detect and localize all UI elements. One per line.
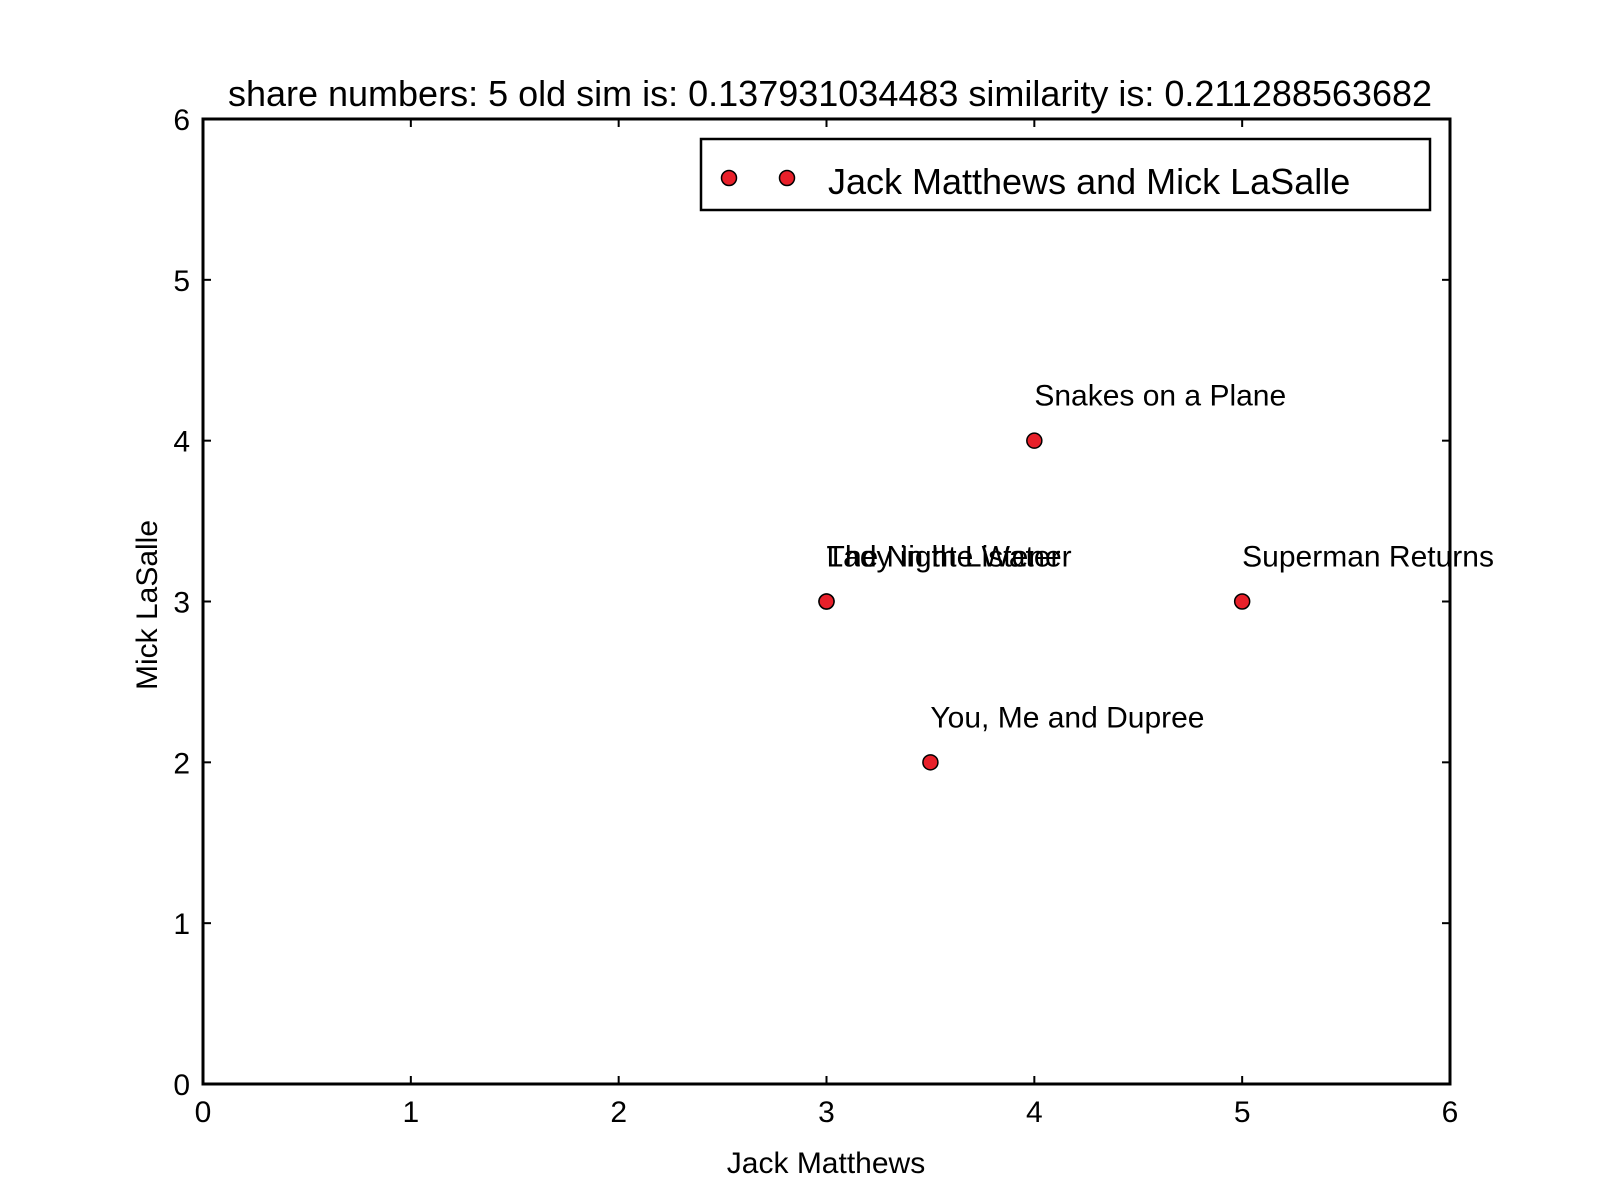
x-axis-label: Jack Matthews bbox=[727, 1147, 925, 1180]
legend-box bbox=[699, 137, 1432, 212]
legend-marker bbox=[778, 169, 796, 187]
x-tick-label: 3 bbox=[818, 1096, 835, 1129]
x-tick-label: 5 bbox=[1234, 1096, 1251, 1129]
x-tick-labels: 0 1 2 3 4 5 6 bbox=[195, 1096, 1459, 1129]
y-tick-label: 4 bbox=[173, 426, 190, 459]
legend: Jack Matthews and Mick LaSalle bbox=[699, 137, 1432, 212]
point-label: You, Me and Dupree bbox=[930, 701, 1204, 734]
x-tick-label: 6 bbox=[1442, 1096, 1459, 1129]
point-label: The Night Listener bbox=[827, 541, 1072, 574]
y-tick-labels: 0 1 2 3 4 5 6 bbox=[173, 104, 190, 1102]
point-label: Superman Returns bbox=[1242, 541, 1494, 574]
y-axis-label: Mick LaSalle bbox=[131, 520, 164, 690]
x-tick-label: 1 bbox=[402, 1096, 419, 1129]
data-point bbox=[1233, 593, 1251, 610]
point-label: Snakes on a Plane bbox=[1034, 380, 1286, 413]
axis-ticks bbox=[202, 118, 1451, 1085]
x-tick-label: 0 bbox=[195, 1096, 212, 1129]
data-point bbox=[1026, 432, 1043, 449]
legend-entry-label: Jack Matthews and Mick LaSalle bbox=[828, 161, 1350, 202]
y-tick-label: 5 bbox=[173, 265, 190, 298]
y-tick-label: 0 bbox=[173, 1069, 190, 1102]
chart-title: share numbers: 5 old sim is: 0.137931034… bbox=[228, 73, 1432, 114]
y-tick-label: 6 bbox=[173, 104, 190, 137]
data-point bbox=[818, 593, 835, 610]
point-label: Lady in the Water bbox=[827, 541, 1061, 574]
y-tick-label: 1 bbox=[173, 908, 190, 941]
data-points bbox=[818, 432, 1251, 771]
x-tick-label: 4 bbox=[1026, 1096, 1043, 1129]
x-tick-label: 2 bbox=[610, 1096, 627, 1129]
y-tick-label: 3 bbox=[173, 587, 190, 620]
y-tick-label: 2 bbox=[173, 747, 190, 780]
legend-marker bbox=[720, 169, 738, 187]
data-point bbox=[922, 754, 939, 771]
